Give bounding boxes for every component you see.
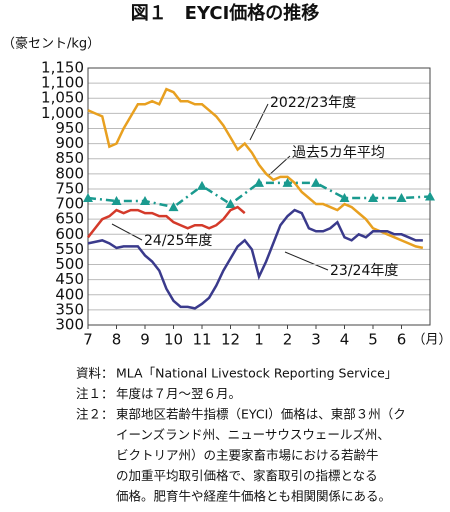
y-tick-label: 1,000 [41, 104, 84, 122]
note-text: ビクトリア州）の主要家畜市場における若齢牛 [116, 448, 379, 463]
y-tick-label: 1,150 [41, 59, 84, 77]
y-tick-label: 1,050 [41, 89, 84, 107]
x-tick-label: 5 [368, 331, 378, 349]
series-label: 24/25年度 [144, 233, 212, 249]
y-tick-label: 400 [55, 285, 84, 303]
x-tick-label: 6 [397, 331, 407, 349]
series-label: 23/24年度 [330, 263, 398, 279]
series-line [87, 208, 423, 310]
y-tick-label: 750 [55, 179, 84, 197]
note-text: MLA「National Livestock Reporting Service… [116, 366, 397, 381]
chart-title: 図１ EYCI価格の推移 [131, 2, 320, 24]
x-tick-label: 7 [83, 331, 93, 349]
x-tick-label: 2 [283, 331, 293, 349]
note-text: 価格。肥育牛や経産牛価格とも相関関係にある。 [116, 489, 391, 504]
note-text: イーンズランド州、ニューサウスウェールズ州、 [116, 427, 390, 442]
leader-line [267, 155, 291, 177]
y-tick-label: 1,100 [41, 74, 84, 92]
series-marker [111, 196, 122, 206]
series-marker [368, 193, 378, 203]
series-label: 2022/23年度 [270, 95, 356, 111]
note-text: 東部地区若齢牛指標（EYCI）価格は、東部３州（ク [116, 407, 406, 422]
series-marker [311, 177, 321, 187]
y-tick-label: 700 [55, 195, 84, 213]
series-marker [396, 193, 407, 203]
y-axis-label: （豪セント/kg） [2, 36, 100, 52]
series-marker [425, 191, 435, 201]
series-marker [83, 193, 93, 203]
y-tick-label: 900 [55, 134, 84, 152]
y-tick-label: 650 [55, 210, 84, 228]
series-line [87, 205, 246, 239]
series-line [87, 87, 424, 250]
y-tick-label: 550 [55, 240, 84, 258]
note-text: の加重平均取引価格で、家畜取引の指標となる [116, 468, 378, 483]
y-tick-label: 450 [55, 270, 84, 288]
x-tick-label: 11 [192, 331, 211, 349]
series-marker [168, 202, 179, 212]
note-label: 注２： [76, 407, 114, 422]
series-marker [254, 177, 264, 187]
series-marker [339, 193, 350, 203]
leader-line [249, 103, 269, 141]
y-tick-label: 350 [55, 300, 84, 318]
note-text: 年度は７月～翌６月。 [116, 386, 241, 401]
y-tick-label: 600 [55, 225, 84, 243]
x-unit: （月） [412, 333, 450, 348]
y-tick-label: 950 [55, 119, 84, 137]
series-marker [197, 180, 207, 190]
note-label: 注１： [76, 386, 114, 401]
y-tick-label: 850 [55, 149, 84, 167]
leader-line [284, 251, 329, 271]
x-tick-label: 12 [221, 331, 240, 349]
x-tick-label: 3 [311, 331, 321, 349]
leader-lines [111, 103, 329, 271]
series-marker [140, 196, 150, 206]
y-tick-label: 300 [55, 316, 84, 334]
y-tick-label: 500 [55, 255, 84, 273]
series-marker [225, 199, 236, 209]
series-marker [282, 177, 293, 187]
x-tick-label: 9 [140, 331, 150, 349]
note-label: 資料： [76, 366, 114, 381]
x-tick-label: 4 [340, 331, 350, 349]
x-tick-label: 10 [164, 331, 183, 349]
x-tick-label: 8 [112, 331, 122, 349]
x-tick-label: 1 [254, 331, 264, 349]
series-label: 過去5カ年平均 [292, 145, 385, 161]
y-tick-label: 800 [55, 164, 84, 182]
leader-line [111, 223, 143, 241]
plot-frame [87, 67, 431, 326]
